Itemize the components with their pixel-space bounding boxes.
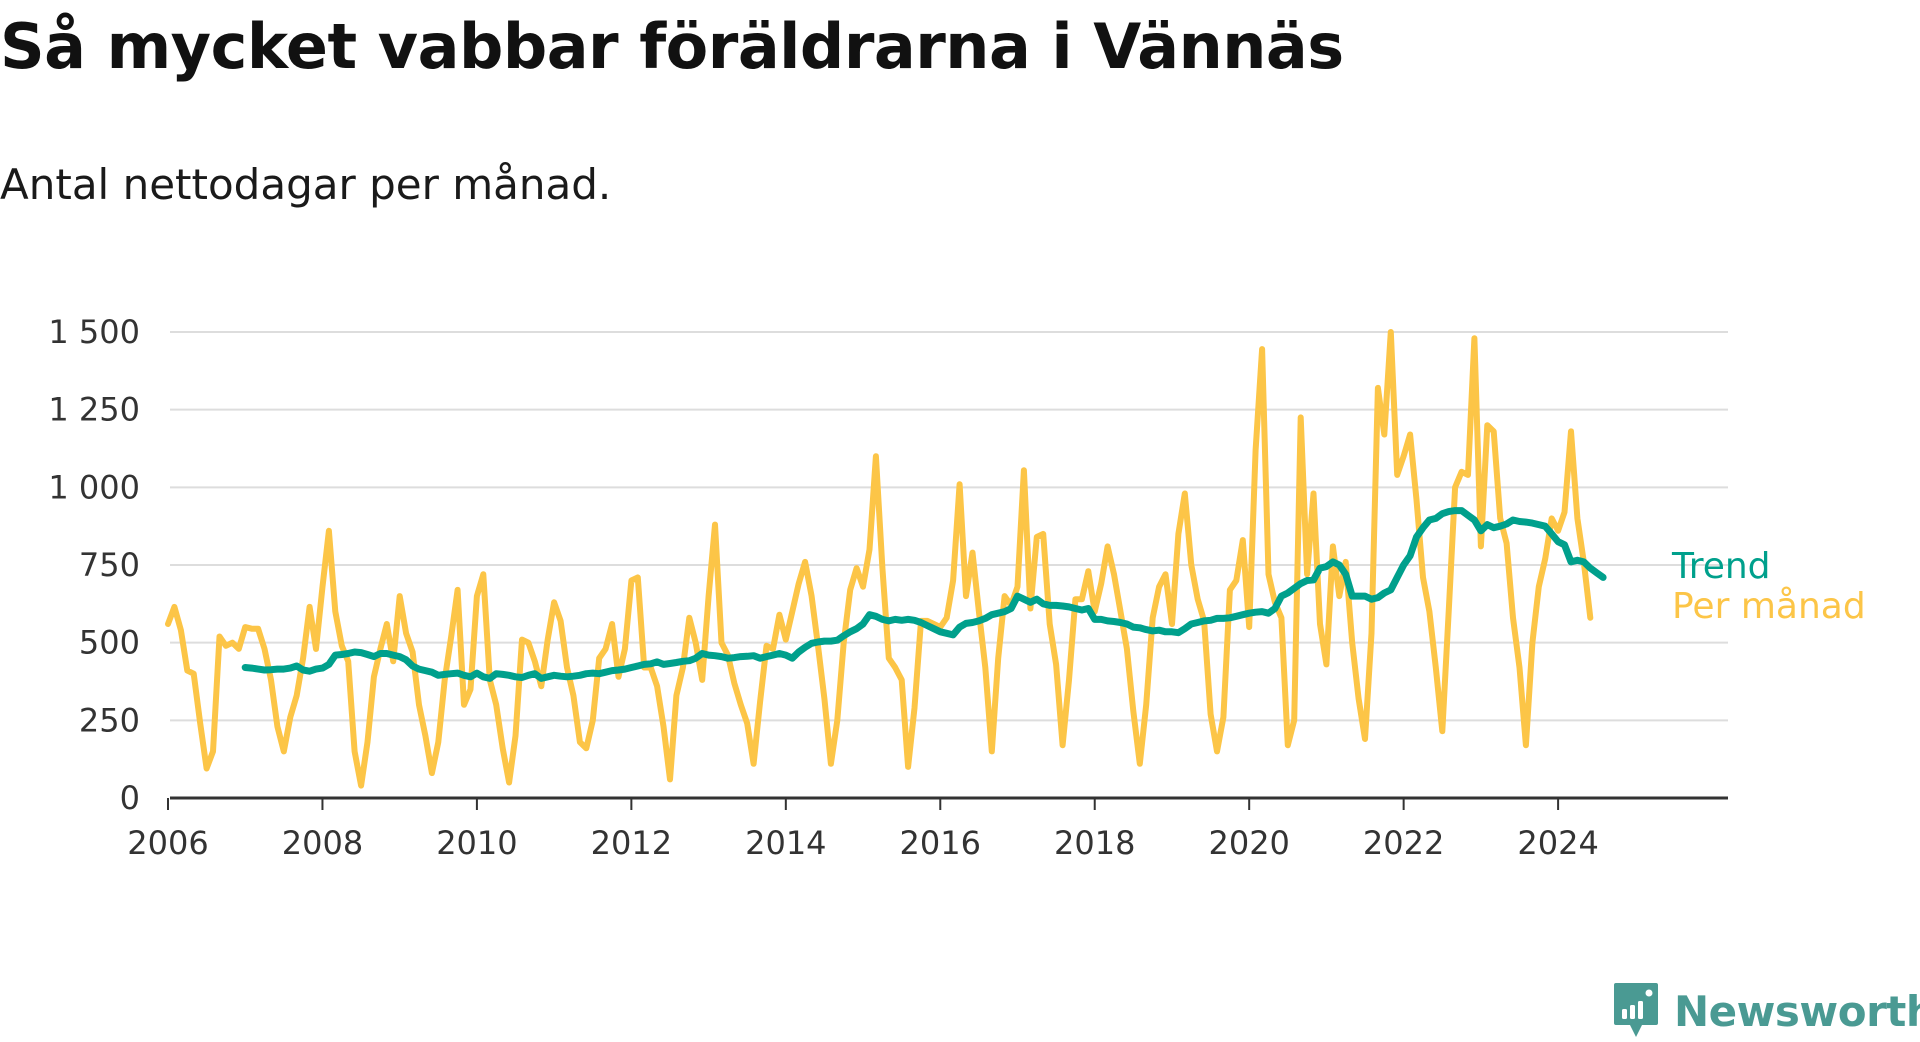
x-tick-label: 2008 xyxy=(282,824,363,862)
brand-name: Newsworthy xyxy=(1674,986,1920,1036)
chart-subtitle: Antal nettodagar per månad. xyxy=(0,160,612,209)
x-tick-label: 2014 xyxy=(745,824,826,862)
x-tick-label: 2010 xyxy=(436,824,517,862)
x-tick-label: 2022 xyxy=(1363,824,1444,862)
y-tick-label: 1 500 xyxy=(48,313,140,351)
x-tick-label: 2006 xyxy=(127,824,208,862)
series-label-per-m-nad: Per månad xyxy=(1672,586,1866,627)
newsworthy-logo-icon xyxy=(1614,983,1658,1037)
y-tick-label: 500 xyxy=(79,624,140,662)
x-tick-label: 2018 xyxy=(1054,824,1135,862)
x-tick-label: 2016 xyxy=(900,824,981,862)
series-label-trend: Trend xyxy=(1671,546,1771,587)
series-line-trend xyxy=(241,507,1607,682)
x-axis: 2006 2008 2010 2012 2014 2016 2018 2020 2022 2024 xyxy=(127,796,1728,862)
y-tick-label: 0 xyxy=(120,779,140,817)
gridlines xyxy=(170,331,1728,722)
y-tick-label: 1 000 xyxy=(48,468,140,506)
y-tick-label: 250 xyxy=(79,701,140,739)
series-lines xyxy=(165,329,1607,789)
y-axis-tick-labels: 0 250 500 750 1 000 1 250 1 500 xyxy=(48,313,140,817)
series-line-per-m-nad xyxy=(165,329,1594,789)
x-tick-label: 2020 xyxy=(1208,824,1289,862)
x-tick-label: 2024 xyxy=(1517,824,1598,862)
y-tick-label: 750 xyxy=(79,546,140,584)
x-tick-label: 2012 xyxy=(591,824,672,862)
y-tick-label: 1 250 xyxy=(48,391,140,429)
chart-title: Så mycket vabbar föräldrarna i Vännäs xyxy=(0,10,1344,83)
brand-logo: Newsworthy xyxy=(1612,980,1920,1042)
